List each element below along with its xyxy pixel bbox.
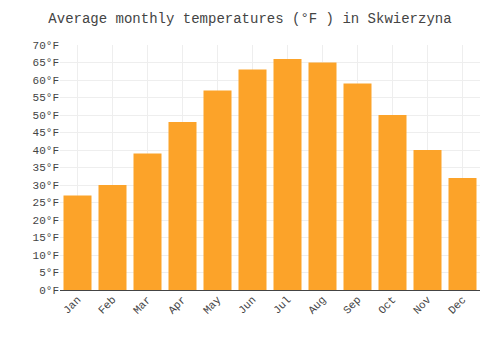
svg-text:Oct: Oct bbox=[376, 294, 398, 316]
svg-text:Feb: Feb bbox=[96, 294, 118, 316]
svg-text:May: May bbox=[201, 294, 224, 317]
svg-text:Dec: Dec bbox=[446, 294, 468, 316]
svg-text:Average monthly temperatures (: Average monthly temperatures (°F ) in Sk… bbox=[48, 11, 451, 27]
svg-text:20°F: 20°F bbox=[33, 215, 59, 227]
svg-text:0°F: 0°F bbox=[39, 285, 59, 297]
svg-text:Aug: Aug bbox=[306, 294, 328, 316]
svg-text:5°F: 5°F bbox=[39, 267, 59, 279]
svg-text:30°F: 30°F bbox=[33, 180, 59, 192]
svg-text:40°F: 40°F bbox=[33, 145, 59, 157]
svg-text:70°F: 70°F bbox=[33, 40, 59, 52]
svg-text:35°F: 35°F bbox=[33, 162, 59, 174]
svg-text:10°F: 10°F bbox=[33, 250, 59, 262]
svg-text:Jul: Jul bbox=[271, 294, 293, 316]
svg-text:Mar: Mar bbox=[131, 294, 153, 316]
svg-text:Jun: Jun bbox=[236, 294, 258, 316]
svg-text:Sep: Sep bbox=[341, 294, 363, 316]
svg-text:60°F: 60°F bbox=[33, 75, 59, 87]
svg-text:15°F: 15°F bbox=[33, 232, 59, 244]
svg-text:65°F: 65°F bbox=[33, 57, 59, 69]
svg-text:Nov: Nov bbox=[411, 294, 434, 317]
svg-text:55°F: 55°F bbox=[33, 92, 59, 104]
svg-text:Apr: Apr bbox=[166, 294, 188, 316]
svg-text:25°F: 25°F bbox=[33, 197, 59, 209]
svg-text:Jan: Jan bbox=[61, 294, 83, 316]
svg-text:50°F: 50°F bbox=[33, 110, 59, 122]
svg-text:45°F: 45°F bbox=[33, 127, 59, 139]
